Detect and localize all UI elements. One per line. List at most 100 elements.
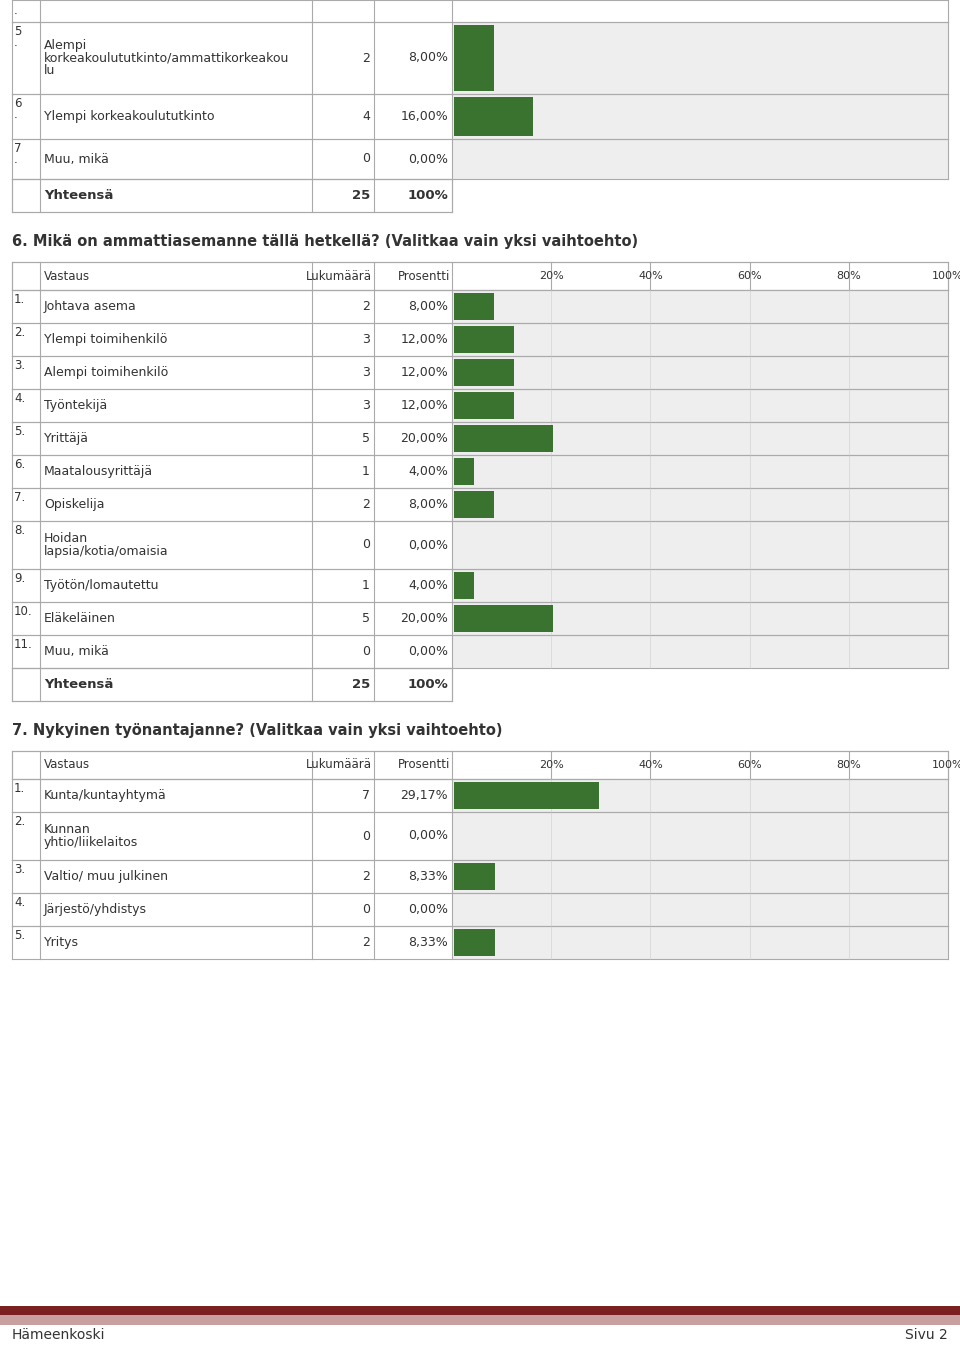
Text: .: .: [14, 153, 17, 167]
Text: Valtio/ muu julkinen: Valtio/ muu julkinen: [44, 870, 168, 883]
Text: Ylempi korkeakoulututkinto: Ylempi korkeakoulututkinto: [44, 110, 214, 123]
Text: 8,00%: 8,00%: [408, 499, 448, 511]
Text: 7. Nykyinen työnantajanne? (Valitkaa vain yksi vaihtoehto): 7. Nykyinen työnantajanne? (Valitkaa vai…: [12, 724, 502, 738]
Text: Alempi toimihenkilö: Alempi toimihenkilö: [44, 366, 168, 379]
Text: 1: 1: [362, 465, 370, 478]
Bar: [454, 425, 553, 453]
Bar: [454, 604, 553, 631]
Bar: [454, 392, 514, 419]
Bar: [452, 779, 948, 812]
Bar: [454, 782, 599, 809]
Bar: [452, 602, 948, 635]
Text: 0,00%: 0,00%: [408, 538, 448, 551]
Text: .: .: [14, 108, 17, 121]
Text: 12,00%: 12,00%: [400, 366, 448, 379]
Bar: [452, 893, 948, 925]
Text: 7: 7: [362, 789, 370, 802]
Text: 60%: 60%: [737, 271, 762, 280]
Text: Hämeenkoski: Hämeenkoski: [12, 1328, 106, 1341]
Text: 2: 2: [362, 499, 370, 511]
Text: Työntekijä: Työntekijä: [44, 398, 108, 412]
Text: 0: 0: [362, 538, 370, 551]
Bar: [454, 24, 493, 91]
Text: 25: 25: [351, 188, 370, 202]
Bar: [454, 863, 495, 890]
Text: 9.: 9.: [14, 572, 25, 585]
Text: 3: 3: [362, 366, 370, 379]
Text: 8,33%: 8,33%: [408, 870, 448, 883]
Bar: [452, 569, 948, 602]
Text: Kunnan: Kunnan: [44, 822, 91, 836]
Text: Sivu 2: Sivu 2: [905, 1328, 948, 1341]
Text: 2: 2: [362, 936, 370, 948]
Bar: [452, 389, 948, 421]
Text: 6. Mikä on ammattiasemanne tällä hetkellä? (Valitkaa vain yksi vaihtoehto): 6. Mikä on ammattiasemanne tällä hetkell…: [12, 234, 638, 249]
Text: Muu, mikä: Muu, mikä: [44, 645, 108, 659]
Text: Alempi: Alempi: [44, 38, 87, 51]
Text: 4.: 4.: [14, 896, 25, 909]
Text: 4,00%: 4,00%: [408, 579, 448, 592]
Text: 0: 0: [362, 153, 370, 165]
Text: 3: 3: [362, 398, 370, 412]
Text: Muu, mikä: Muu, mikä: [44, 153, 108, 165]
Text: 6: 6: [14, 98, 21, 110]
Text: Työtön/lomautettu: Työtön/lomautettu: [44, 579, 158, 592]
Text: lu: lu: [44, 65, 56, 77]
Text: 5: 5: [362, 432, 370, 444]
Text: Opiskelija: Opiskelija: [44, 499, 105, 511]
Text: 6.: 6.: [14, 458, 25, 472]
Bar: [452, 421, 948, 455]
Text: 0,00%: 0,00%: [408, 645, 448, 659]
Text: 2: 2: [362, 51, 370, 65]
Bar: [454, 930, 495, 957]
Text: 8,33%: 8,33%: [408, 936, 448, 948]
Text: 20%: 20%: [539, 760, 564, 770]
Bar: [0, 1314, 960, 1325]
Bar: [454, 293, 493, 320]
Text: Järjestö/yhdistys: Järjestö/yhdistys: [44, 902, 147, 916]
Text: Yhteensä: Yhteensä: [44, 678, 113, 691]
Text: yhtio/liikelaitos: yhtio/liikelaitos: [44, 836, 138, 850]
Bar: [452, 290, 948, 322]
Text: Yhteensä: Yhteensä: [44, 188, 113, 202]
Bar: [454, 359, 514, 386]
Text: lapsia/kotia/omaisia: lapsia/kotia/omaisia: [44, 545, 169, 558]
Text: 40%: 40%: [638, 271, 662, 280]
Text: Maatalousyrittäjä: Maatalousyrittäjä: [44, 465, 154, 478]
Text: 20%: 20%: [539, 271, 564, 280]
Text: 5: 5: [362, 612, 370, 625]
Text: 4,00%: 4,00%: [408, 465, 448, 478]
Text: 3: 3: [362, 333, 370, 346]
Bar: [452, 93, 948, 140]
Text: 29,17%: 29,17%: [400, 789, 448, 802]
Text: 2: 2: [362, 299, 370, 313]
Text: 0,00%: 0,00%: [408, 902, 448, 916]
Bar: [454, 327, 514, 354]
Text: 5.: 5.: [14, 930, 25, 942]
Text: Yrittäjä: Yrittäjä: [44, 432, 89, 444]
Text: Hoidan: Hoidan: [44, 533, 88, 545]
Text: 25: 25: [351, 678, 370, 691]
Text: 8.: 8.: [14, 524, 25, 537]
Text: 20,00%: 20,00%: [400, 612, 448, 625]
Text: 5.: 5.: [14, 425, 25, 438]
Bar: [12, 668, 452, 701]
Text: 10.: 10.: [14, 604, 33, 618]
Text: Eläkeläinen: Eläkeläinen: [44, 612, 116, 625]
Text: 80%: 80%: [836, 271, 861, 280]
Bar: [12, 751, 948, 779]
Text: 0: 0: [362, 829, 370, 843]
Text: 40%: 40%: [638, 760, 662, 770]
Text: 7: 7: [14, 142, 21, 154]
Bar: [452, 522, 948, 569]
Text: Kunta/kuntayhtymä: Kunta/kuntayhtymä: [44, 789, 167, 802]
Text: 16,00%: 16,00%: [400, 110, 448, 123]
Text: 0,00%: 0,00%: [408, 829, 448, 843]
Text: Lukumäärä: Lukumäärä: [306, 759, 372, 771]
Text: Ylempi toimihenkilö: Ylempi toimihenkilö: [44, 333, 167, 346]
Text: .: .: [14, 4, 17, 18]
Text: 60%: 60%: [737, 760, 762, 770]
Text: 1: 1: [362, 579, 370, 592]
Bar: [452, 455, 948, 488]
Text: Lukumäärä: Lukumäärä: [306, 270, 372, 282]
